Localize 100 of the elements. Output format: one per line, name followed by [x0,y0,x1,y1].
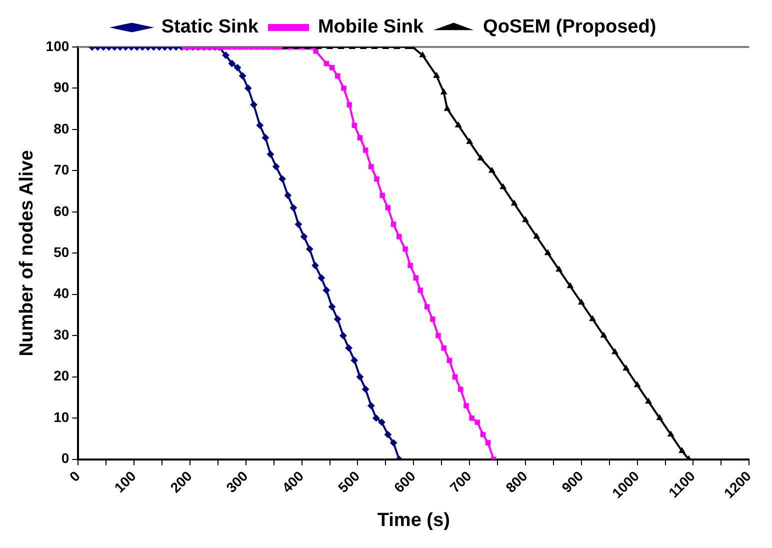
x-tick-label: 600 [390,468,419,496]
x-axis-title: Time (s) [377,510,450,531]
point [234,64,242,72]
point [612,348,618,354]
point [413,275,418,281]
x-tick-label: 900 [558,468,586,496]
point [262,134,269,142]
y-tick-label: 20 [54,368,70,384]
x-tick-label: 800 [502,468,530,496]
y-tick-label: 0 [61,450,70,466]
point [250,101,258,108]
point [284,192,292,199]
point [452,374,458,380]
point [390,439,398,446]
point [374,176,380,182]
point [408,262,413,268]
point [272,163,280,170]
point [278,175,286,182]
point [306,246,314,253]
point [544,250,551,256]
point [396,234,402,240]
point [668,431,674,437]
point [380,192,385,198]
point [656,414,663,420]
point [372,414,380,422]
point [244,84,252,92]
point [352,122,357,128]
point [464,403,469,408]
point [341,86,346,91]
point [356,373,364,380]
point [313,48,318,54]
point [567,282,574,288]
point [623,365,630,371]
point [312,262,319,270]
y-tick-label: 30 [54,326,70,342]
point [334,73,340,78]
point [589,316,596,322]
point [362,386,370,393]
point [290,204,297,212]
point [368,164,374,170]
y-tick-label: 90 [54,79,70,96]
legend-label: QoSEM (Proposed) [483,16,656,38]
point [480,432,486,438]
point [500,184,506,190]
point [368,402,375,410]
x-tick-label: 700 [446,468,475,496]
point [418,288,423,293]
point [522,216,529,222]
point [402,246,408,252]
point [362,147,368,153]
point [458,386,464,392]
point [222,52,230,59]
y-tick-label: 60 [54,202,70,219]
point [474,420,480,425]
point [334,316,342,323]
legend-label: Static Sink [161,16,259,38]
point [534,233,540,239]
y-axis-title: Number of nodes Alive [16,150,38,356]
point [346,102,352,108]
point [228,60,236,67]
point [466,138,473,144]
legend-label: Mobile Sink [318,16,424,38]
x-tick-label: 200 [167,468,195,496]
point [357,135,363,140]
point [324,60,330,66]
point [329,64,335,70]
point [600,332,607,338]
point [488,167,496,173]
point [328,303,336,310]
point [322,286,330,294]
point [294,220,302,228]
point [340,332,347,340]
point [485,440,491,446]
point [478,154,484,160]
point [256,122,264,129]
y-tick-label: 10 [54,408,70,425]
x-tick-label: 400 [278,468,307,496]
y-tick-label: 50 [54,244,70,260]
point [390,222,396,227]
point [678,448,686,454]
point [634,382,640,388]
point [441,345,446,351]
point [556,266,562,272]
point [300,233,308,240]
point [385,205,391,210]
point [645,398,652,404]
x-tick-label: 300 [222,468,251,496]
point [436,332,441,338]
point [345,344,352,352]
point [239,72,246,80]
point [378,418,386,426]
point [469,415,474,421]
point [578,299,584,305]
point [267,150,274,158]
y-tick-label: 80 [54,120,70,136]
point [350,356,358,364]
point [511,200,518,206]
y-tick-label: 100 [46,38,70,54]
point [424,304,430,310]
y-tick-label: 40 [54,285,70,302]
